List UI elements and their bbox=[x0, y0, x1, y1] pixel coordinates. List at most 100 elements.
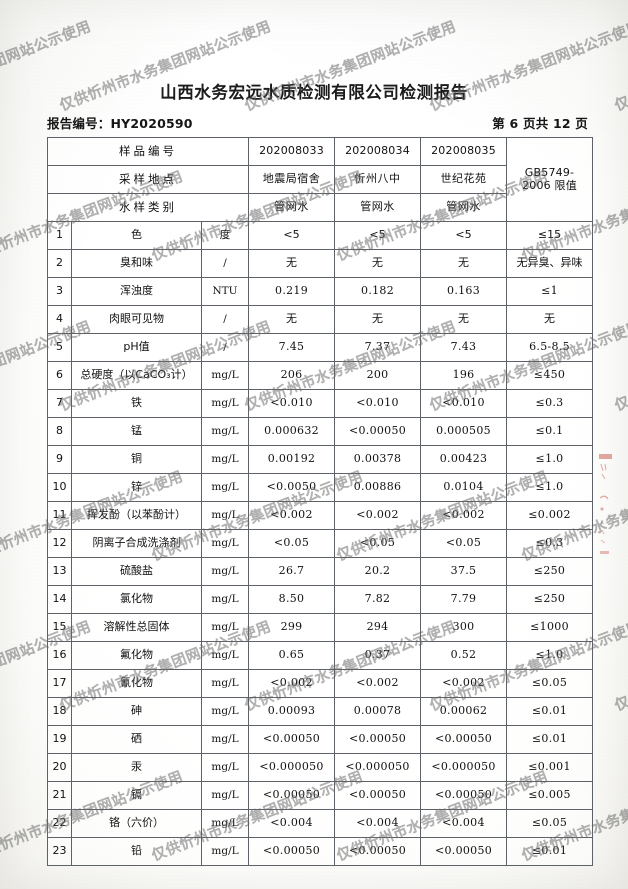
parameter-name: pH值 bbox=[71, 333, 202, 362]
sample-1-value: <0.0050 bbox=[248, 473, 336, 502]
parameter-unit: mg/L bbox=[200, 697, 250, 726]
row-index: 21 bbox=[47, 781, 72, 810]
row-index: 9 bbox=[47, 445, 72, 474]
table-row: 7 铁 mg/L <0.010 <0.010 <0.010 ≤0.3 bbox=[47, 389, 594, 418]
row-index: 2 bbox=[47, 249, 72, 278]
header-row-water-type: 水样类别 管网水 管网水 管网水 bbox=[46, 193, 593, 222]
row-index: 8 bbox=[47, 417, 72, 446]
parameter-unit: mg/L bbox=[200, 669, 250, 698]
sample-3-value: <0.000050 bbox=[420, 753, 508, 782]
sample-1-value: <0.05 bbox=[248, 529, 336, 558]
parameter-name: 铁 bbox=[71, 389, 202, 418]
standard-limit: ≤0.3 bbox=[506, 529, 594, 558]
row-index: 18 bbox=[47, 697, 72, 726]
sample-3-value: 0.00062 bbox=[420, 697, 508, 726]
standard-limit: ≤250 bbox=[506, 585, 594, 614]
sample-2-value: 无 bbox=[334, 305, 422, 334]
row-index: 16 bbox=[47, 641, 72, 670]
standard-limit: ≤1 bbox=[506, 277, 594, 306]
parameter-name: 铬（六价） bbox=[71, 809, 202, 838]
sample-1-value: 0.219 bbox=[248, 277, 336, 306]
sample-3-value: <0.010 bbox=[420, 389, 508, 418]
parameter-name: 硒 bbox=[71, 725, 202, 754]
sample-2-value: 7.37 bbox=[334, 333, 422, 362]
sample-1-value: <0.010 bbox=[248, 389, 336, 418]
parameter-name: 氯化物 bbox=[71, 585, 202, 614]
row-index: 23 bbox=[47, 837, 72, 866]
sample-3-value: 37.5 bbox=[420, 557, 508, 586]
sample-1-value: <0.002 bbox=[248, 669, 336, 698]
sample-2-value: <0.000050 bbox=[334, 753, 422, 782]
sample-2-value: <0.00050 bbox=[334, 837, 422, 866]
sample-1-value: <0.00050 bbox=[248, 725, 336, 754]
sample-2-value: 200 bbox=[334, 361, 422, 390]
parameter-name: 阴离子合成洗涤剂 bbox=[71, 529, 202, 558]
sample-2-value: 0.182 bbox=[334, 277, 422, 306]
row-index: 22 bbox=[47, 809, 72, 838]
sample-2-value: 0.00078 bbox=[334, 697, 422, 726]
report-number: 报告编号：HY2020590 bbox=[47, 116, 193, 131]
row-index: 3 bbox=[47, 277, 72, 306]
table-row: 4 肉眼可见物 / 无无无无 bbox=[47, 305, 594, 334]
parameter-unit: 度 bbox=[200, 221, 250, 250]
table-row: 9 铜 mg/L 0.00192 0.00378 0.00423 ≤1.0 bbox=[47, 445, 594, 474]
page-number: 第 6 页共 12 页 bbox=[492, 116, 588, 131]
row-index: 10 bbox=[47, 473, 72, 502]
parameter-name: 氰化物 bbox=[71, 669, 202, 698]
standard-limit: ≤0.1 bbox=[506, 417, 594, 446]
table-row: 11 挥发酚（以苯酚计） mg/L <0.002 <0.002 <0.002 ≤0.002 bbox=[47, 501, 594, 530]
sample-2-value: <0.002 bbox=[334, 501, 422, 530]
parameter-unit: mg/L bbox=[200, 809, 250, 838]
sample-2-value: 294 bbox=[334, 613, 422, 642]
sample-1-value: 无 bbox=[248, 249, 336, 278]
parameter-unit: mg/L bbox=[200, 501, 250, 530]
header-water-type-1: 管网水 bbox=[248, 193, 336, 222]
standard-limit: 无异臭、异味 bbox=[506, 249, 594, 278]
row-index: 5 bbox=[47, 333, 72, 362]
parameter-name: 氟化物 bbox=[71, 641, 202, 670]
parameter-unit: mg/L bbox=[200, 557, 250, 586]
parameter-name: 砷 bbox=[71, 697, 202, 726]
parameter-name: 锌 bbox=[71, 473, 202, 502]
sample-2-value: <0.004 bbox=[334, 809, 422, 838]
sample-1-value: 0.00192 bbox=[248, 445, 336, 474]
table-row: 13 硫酸盐 mg/L 26.7 20.2 37.5 ≤250 bbox=[47, 557, 594, 586]
header-sampling-site-label: 采样地点 bbox=[46, 165, 250, 194]
sample-2-value: 0.00886 bbox=[334, 473, 422, 502]
table-row: 16 氟化物 mg/L 0.65 0.37 0.52 ≤1.0 bbox=[47, 641, 594, 670]
sample-3-value: 0.163 bbox=[420, 277, 508, 306]
table-row: 12 阴离子合成洗涤剂 mg/L <0.05 <0.05 <0.05 ≤0.3 bbox=[47, 529, 594, 558]
parameter-unit: mg/L bbox=[200, 529, 250, 558]
parameter-unit: NTU bbox=[200, 277, 250, 306]
table-body: 1 色度 <5 <5 <5 ≤15 2 臭和味 / 无无无无异臭、异味 3 浑浊度 NTU 0.219 0.… bbox=[47, 221, 594, 866]
sample-3-value: 7.43 bbox=[420, 333, 508, 362]
sample-3-value: 0.0104 bbox=[420, 473, 508, 502]
report-meta-row: 报告编号：HY2020590 第 6 页共 12 页 bbox=[47, 113, 592, 132]
sample-1-value: 26.7 bbox=[248, 557, 336, 586]
standard-limit: ≤0.005 bbox=[506, 781, 594, 810]
sample-1-value: <0.00050 bbox=[248, 781, 336, 810]
parameter-name: 溶解性总固体 bbox=[71, 613, 202, 642]
parameter-unit: mg/L bbox=[200, 417, 250, 446]
standard-limit: ≤450 bbox=[506, 361, 594, 390]
standard-limit: ≤0.002 bbox=[506, 501, 594, 530]
standard-limit: ≤0.3 bbox=[506, 389, 594, 418]
row-index: 13 bbox=[47, 557, 72, 586]
standard-code-line2: 2006 限值 bbox=[522, 178, 577, 192]
standard-limit: ≤0.001 bbox=[506, 753, 594, 782]
row-index: 17 bbox=[47, 669, 72, 698]
table-row: 21 镉 mg/L <0.00050 <0.00050 <0.00050 ≤0.005 bbox=[47, 781, 594, 810]
parameter-name: 总硬度（以CaCO₃计） bbox=[71, 361, 202, 390]
sample-1-value: 7.45 bbox=[248, 333, 336, 362]
sample-1-value: 0.00093 bbox=[248, 697, 336, 726]
header-water-type-2: 管网水 bbox=[334, 193, 422, 222]
sample-2-value: <0.00050 bbox=[334, 725, 422, 754]
sample-3-value: <5 bbox=[420, 221, 508, 250]
sample-3-value: 无 bbox=[420, 305, 508, 334]
standard-limit: 6.5-8.5 bbox=[506, 333, 594, 362]
table-row: 10 锌 mg/L <0.0050 0.00886 0.0104 ≤1.0 bbox=[47, 473, 594, 502]
header-water-type-3: 管网水 bbox=[420, 193, 508, 222]
header-sample-no-3: 202008035 bbox=[420, 137, 508, 166]
sample-3-value: 0.00423 bbox=[420, 445, 508, 474]
